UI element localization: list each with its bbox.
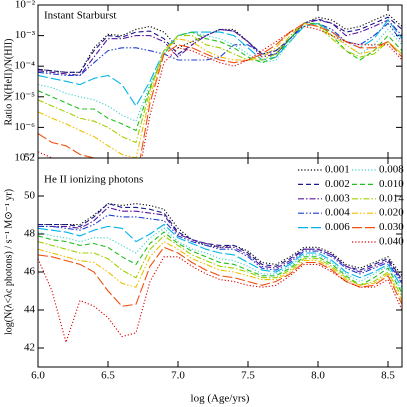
line-series — [38, 22, 402, 122]
line-series — [38, 19, 402, 76]
line-series — [38, 227, 402, 292]
line-series — [38, 22, 402, 76]
legend-label: 0.002 — [325, 178, 350, 190]
y-tick-label: 52 — [24, 152, 35, 164]
line-series — [38, 22, 402, 132]
line-series — [38, 231, 402, 294]
y-tick-label: 10⁻⁵ — [14, 90, 35, 102]
y-tick-label: 42 — [24, 342, 35, 354]
line-series — [38, 206, 402, 282]
plot-area — [38, 202, 402, 345]
legend-label: 0.040 — [379, 236, 404, 248]
y-tick-label: 46 — [24, 266, 36, 278]
y-tick-label: 10⁻⁶ — [14, 121, 35, 133]
legend-label: 0.003 — [325, 192, 350, 204]
annotation: He II ionizing photons — [44, 174, 143, 186]
line-series — [38, 22, 402, 144]
legend-label: 0.014 — [379, 192, 404, 204]
y-axis-label: log(N(λ<λc photons) / s⁻¹ M⊙⁻¹ yr) — [3, 189, 14, 335]
x-axis-label: log (Age/yrs) — [191, 393, 250, 405]
legend-label: 0.020 — [379, 207, 404, 219]
y-axis-label: Ratio N(HeII)/N(HII) — [3, 39, 14, 126]
y-tick-label: 10⁻⁴ — [14, 60, 35, 72]
line-series — [38, 19, 402, 108]
line-series — [38, 22, 402, 158]
y-tick-label: 10⁻⁷ — [14, 152, 35, 164]
y-tick-label: 44 — [24, 304, 36, 316]
annotation: Instant Starburst — [44, 10, 116, 22]
line-series — [38, 256, 402, 345]
plot-frame — [37, 4, 403, 159]
legend-label: 0.004 — [325, 207, 350, 219]
x-tick-label: 7.0 — [171, 370, 185, 382]
legend-label: 0.006 — [325, 221, 350, 233]
line-series — [38, 240, 402, 301]
x-tick-label: 7.5 — [241, 370, 255, 382]
line-series — [38, 246, 402, 307]
line-series — [38, 16, 402, 73]
plot-frame — [37, 157, 403, 368]
x-tick-label: 8.5 — [381, 370, 395, 382]
x-tick-label: 8.0 — [311, 370, 325, 382]
x-tick-label: 6.0 — [31, 370, 45, 382]
y-tick-label: 10⁻³ — [15, 29, 36, 41]
legend-label: 0.030 — [379, 221, 404, 233]
line-series — [38, 203, 402, 277]
line-series — [38, 223, 402, 288]
line-series — [38, 25, 402, 158]
line-series — [38, 214, 402, 284]
y-tick-label: 48 — [24, 228, 36, 240]
legend-label: 0.010 — [379, 178, 404, 190]
line-series — [38, 13, 402, 73]
line-series — [38, 22, 402, 158]
y-tick-label: 50 — [24, 190, 36, 202]
legend-label: 0.008 — [379, 164, 404, 176]
x-tick-label: 6.5 — [101, 370, 115, 382]
legend-label: 0.001 — [325, 164, 350, 176]
y-tick-label: 10⁻² — [15, 0, 36, 11]
plot-area — [38, 13, 402, 158]
line-series — [38, 235, 402, 297]
